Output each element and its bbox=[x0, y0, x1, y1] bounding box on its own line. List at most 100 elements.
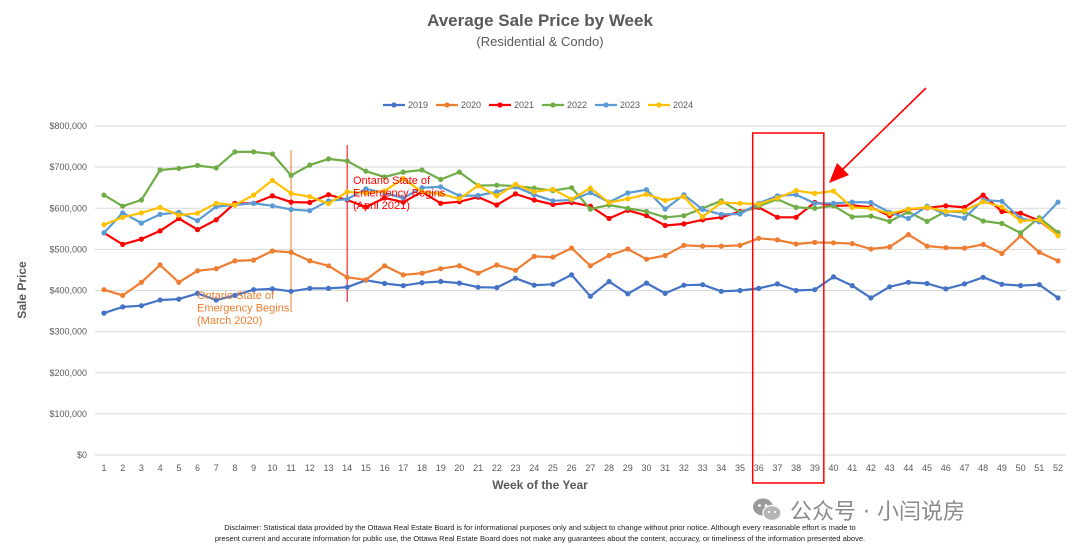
data-point bbox=[494, 262, 500, 268]
data-point bbox=[662, 206, 668, 212]
data-point bbox=[980, 218, 986, 224]
data-point bbox=[756, 201, 762, 207]
data-point bbox=[737, 211, 743, 217]
y-axis-ticks: $0 $100,000 $200,000 $300,000 $400,000 $500,0… bbox=[49, 121, 87, 460]
data-point bbox=[325, 263, 332, 269]
data-point bbox=[887, 211, 893, 217]
data-point bbox=[1055, 295, 1061, 301]
data-point bbox=[961, 245, 968, 251]
data-point bbox=[550, 254, 556, 260]
series-line bbox=[103, 177, 1059, 237]
data-point bbox=[288, 190, 294, 196]
data-point bbox=[269, 248, 275, 254]
watermark-text: 公众号 · 小闫说房 bbox=[790, 500, 965, 525]
annotation-text: Emergency Begins bbox=[353, 188, 446, 200]
x-tick-label: 51 bbox=[1034, 463, 1044, 473]
highlight-group bbox=[751, 87, 927, 484]
legend-item-2022: 2022 bbox=[542, 100, 587, 110]
data-point bbox=[213, 266, 219, 272]
x-tick-label: 39 bbox=[810, 463, 820, 473]
x-tick-label: 21 bbox=[473, 463, 483, 473]
data-point bbox=[382, 195, 388, 201]
data-point bbox=[138, 220, 144, 226]
data-point bbox=[1055, 233, 1061, 239]
x-tick-label: 48 bbox=[978, 463, 988, 473]
data-point bbox=[400, 272, 406, 278]
x-tick-label: 10 bbox=[267, 463, 277, 473]
data-point bbox=[138, 236, 144, 242]
data-point bbox=[120, 292, 126, 298]
data-point bbox=[1018, 210, 1024, 216]
data-point bbox=[269, 203, 275, 209]
data-point bbox=[1055, 258, 1061, 264]
data-point bbox=[905, 279, 912, 285]
x-tick-label: 11 bbox=[286, 463, 295, 473]
x-tick-label: 38 bbox=[791, 463, 801, 473]
data-point bbox=[475, 270, 481, 276]
y-tick-label: $700,000 bbox=[49, 162, 87, 172]
x-tick-label: 19 bbox=[436, 463, 446, 473]
data-point bbox=[793, 192, 799, 198]
series-2023 bbox=[101, 184, 1061, 236]
data-point bbox=[494, 182, 500, 188]
data-point bbox=[382, 174, 388, 180]
data-point bbox=[232, 202, 238, 208]
x-tick-label: 28 bbox=[604, 463, 614, 473]
data-point bbox=[812, 287, 818, 293]
data-point bbox=[1036, 282, 1042, 288]
data-point bbox=[157, 204, 163, 210]
data-point bbox=[157, 228, 163, 234]
data-point bbox=[774, 237, 781, 243]
x-tick-label: 3 bbox=[139, 463, 144, 473]
data-point bbox=[307, 162, 313, 168]
data-point bbox=[643, 187, 650, 193]
x-tick-label: 50 bbox=[1016, 463, 1026, 473]
data-point bbox=[512, 191, 519, 197]
x-tick-label: 34 bbox=[716, 463, 726, 473]
data-point bbox=[943, 245, 949, 251]
data-point bbox=[307, 199, 313, 206]
data-point bbox=[438, 200, 444, 206]
data-point bbox=[400, 169, 406, 175]
data-point bbox=[793, 214, 799, 220]
x-tick-label: 13 bbox=[323, 463, 333, 473]
x-tick-label: 17 bbox=[398, 463, 408, 473]
data-point bbox=[288, 249, 294, 255]
data-point bbox=[494, 202, 500, 208]
data-point bbox=[587, 206, 594, 212]
data-point bbox=[363, 190, 369, 196]
data-point bbox=[101, 287, 107, 293]
data-point bbox=[382, 188, 388, 194]
x-tick-label: 25 bbox=[548, 463, 558, 473]
data-point bbox=[737, 200, 743, 206]
data-point bbox=[999, 208, 1005, 215]
data-point bbox=[793, 204, 799, 210]
annotation-text: (March 2020) bbox=[197, 315, 262, 327]
data-point bbox=[213, 200, 219, 206]
data-point bbox=[1018, 218, 1024, 224]
data-point bbox=[157, 211, 163, 217]
x-tick-label: 16 bbox=[380, 463, 390, 473]
legend-label: 2021 bbox=[514, 100, 534, 110]
y-tick-label: $300,000 bbox=[49, 327, 87, 337]
data-point bbox=[344, 196, 350, 202]
data-point bbox=[120, 203, 126, 209]
data-point bbox=[849, 199, 855, 205]
series-line bbox=[103, 190, 1059, 246]
data-point bbox=[812, 190, 818, 196]
data-point bbox=[587, 190, 594, 196]
data-point bbox=[700, 206, 706, 213]
data-point bbox=[194, 218, 201, 224]
data-point bbox=[887, 244, 893, 250]
data-point bbox=[213, 165, 219, 171]
data-point bbox=[512, 181, 519, 187]
wechat-icon bbox=[752, 497, 782, 523]
data-point bbox=[101, 310, 107, 316]
data-point bbox=[681, 221, 687, 227]
x-tick-label: 6 bbox=[195, 463, 200, 473]
data-point bbox=[999, 220, 1005, 227]
data-point bbox=[999, 198, 1005, 204]
legend-marker bbox=[656, 102, 662, 108]
data-point bbox=[344, 158, 350, 164]
